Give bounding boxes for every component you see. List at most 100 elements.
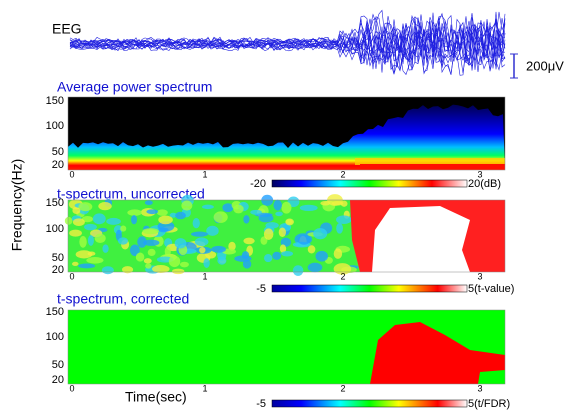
- noise-spot: [135, 252, 145, 262]
- x-tick-label: 1: [202, 271, 207, 281]
- noise-spot: [261, 194, 274, 206]
- noise-spot: [258, 214, 274, 223]
- colorbar: [271, 399, 468, 408]
- x-tick-label: 3: [477, 271, 482, 281]
- noise-spot: [192, 218, 200, 229]
- power-band: [360, 164, 505, 169]
- noise-spot: [273, 199, 282, 211]
- panel-frame: [67, 199, 506, 273]
- eeg-trace: [69, 21, 506, 63]
- noise-spot: [131, 215, 138, 225]
- noise-spot: [164, 246, 171, 257]
- noise-spot: [279, 244, 287, 253]
- noise-spot: [307, 245, 316, 254]
- noise-spot: [299, 204, 318, 212]
- scale-label: 200μV: [526, 58, 564, 73]
- noise-spot: [81, 216, 94, 223]
- noise-spot: [199, 246, 206, 254]
- x-tick-label: 3: [477, 169, 482, 179]
- noise-spot: [275, 211, 283, 217]
- eeg-trace: [69, 12, 506, 70]
- noise-spot: [94, 233, 106, 243]
- noise-spot: [75, 250, 93, 259]
- x-tick-label: 2: [340, 383, 345, 393]
- noise-spot: [278, 227, 287, 238]
- y-tick-label: 50: [52, 146, 64, 158]
- noise-spot: [137, 236, 147, 248]
- panel-frame: [67, 309, 506, 385]
- x-tick-label: 1: [202, 383, 207, 393]
- noise-spot: [152, 265, 170, 273]
- noise-spot: [145, 263, 152, 269]
- noise-spot: [250, 209, 262, 215]
- noise-spot: [217, 256, 227, 265]
- y-tick-label: 50: [52, 359, 64, 371]
- x-tick-label: 3: [477, 383, 482, 393]
- noise-spot: [102, 244, 109, 253]
- noise-spot: [242, 259, 252, 269]
- x-axis-label: Time(sec): [125, 389, 187, 405]
- y-tick-label: 20: [52, 264, 64, 276]
- noise-spot: [169, 212, 178, 218]
- noise-spot: [292, 265, 304, 276]
- noise-spot: [84, 223, 97, 231]
- y-tick-label: 100: [46, 120, 64, 132]
- noise-spot: [143, 258, 152, 264]
- noise-spot: [336, 223, 343, 234]
- noise-spot: [144, 200, 153, 206]
- noise-spot: [146, 209, 159, 215]
- y-tick-label: 150: [46, 306, 64, 318]
- y-tick-label: 20: [52, 374, 64, 386]
- noise-spot: [233, 204, 244, 214]
- noise-spot: [297, 234, 311, 245]
- noise-spot: [241, 251, 250, 259]
- panel-title: Average power spectrum: [57, 79, 212, 95]
- noise-spot: [206, 225, 219, 236]
- y-tick-label: 50: [52, 252, 64, 264]
- colorbar-max: 20(dB): [468, 178, 501, 190]
- noise-spot: [78, 263, 96, 269]
- x-tick-label: 2: [340, 271, 345, 281]
- noise-spot: [307, 262, 323, 273]
- noise-spot: [315, 250, 329, 262]
- noise-spot: [129, 244, 140, 257]
- eeg-trace: [69, 15, 506, 71]
- eeg-trace: [69, 11, 506, 64]
- colorbar-min: -20: [250, 178, 266, 190]
- noise-spot: [69, 229, 82, 237]
- noise-spot: [313, 228, 328, 240]
- noise-spot: [272, 251, 282, 260]
- colorbar: [271, 179, 468, 188]
- x-tick-label: 0: [69, 169, 74, 179]
- noise-spot: [281, 201, 292, 214]
- noise-spot: [194, 237, 209, 247]
- noise-spot: [101, 266, 114, 275]
- noise-spot: [243, 237, 255, 245]
- x-tick-label: 1: [202, 169, 207, 179]
- noise-spot: [72, 218, 85, 226]
- noise-spot: [190, 231, 209, 237]
- colorbar-min: -5: [256, 398, 266, 410]
- noise-spot: [98, 202, 112, 211]
- noise-spot: [222, 203, 234, 213]
- power-region: [68, 104, 505, 170]
- x-tick-label: 0: [69, 271, 74, 281]
- x-tick-label: 2: [340, 169, 345, 179]
- peak-region: [372, 206, 470, 272]
- noise-spot: [87, 235, 94, 246]
- noise-spot: [106, 217, 121, 225]
- colorbar-min: -5: [256, 283, 266, 295]
- eeg-trace: [69, 26, 506, 72]
- noise-spot: [174, 238, 187, 249]
- noise-spot: [72, 261, 79, 267]
- noise-spot: [79, 236, 87, 248]
- noise-spot: [331, 201, 344, 206]
- noise-spot: [78, 202, 93, 212]
- y-tick-label: 20: [52, 159, 64, 171]
- y-axis-label: Frequency(Hz): [9, 159, 25, 252]
- eeg-traces: [69, 9, 506, 76]
- y-tick-label: 100: [46, 331, 64, 343]
- noise-spot: [211, 245, 226, 253]
- noise-spot: [87, 251, 96, 256]
- x-tick-label: 0: [69, 383, 74, 393]
